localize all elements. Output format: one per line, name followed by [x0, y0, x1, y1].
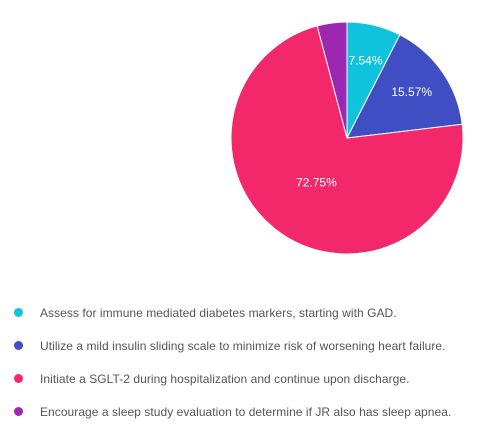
- legend-item-3[interactable]: Initiate a SGLT-2 during hospitalization…: [14, 362, 494, 395]
- slice-value-label-1: 7.54%: [348, 53, 382, 67]
- chart-legend: Assess for immune mediated diabetes mark…: [14, 296, 494, 428]
- legend-marker: [14, 407, 23, 416]
- legend-item-1[interactable]: Assess for immune mediated diabetes mark…: [14, 296, 494, 329]
- legend-label: Assess for immune mediated diabetes mark…: [40, 305, 397, 320]
- pie-slice-3[interactable]: [230, 25, 464, 255]
- pie-slice-4[interactable]: [316, 21, 348, 139]
- legend-label: Encourage a sleep study evaluation to de…: [40, 404, 452, 419]
- slice-value-label-2: 15.57%: [391, 85, 432, 99]
- legend-marker: [14, 308, 23, 317]
- legend-item-2[interactable]: Utilize a mild insulin sliding scale to …: [14, 329, 494, 362]
- legend-marker: [14, 374, 23, 383]
- slice-value-label-3: 72.75%: [296, 175, 337, 189]
- pie-slices: [230, 21, 464, 255]
- legend-label: Utilize a mild insulin sliding scale to …: [40, 338, 446, 353]
- pie-slice-2[interactable]: [346, 34, 463, 139]
- legend-item-4[interactable]: Encourage a sleep study evaluation to de…: [14, 395, 494, 428]
- pie-slice-labels: 7.54% 15.57% 72.75%: [296, 53, 432, 189]
- legend-label: Initiate a SGLT-2 during hospitalization…: [40, 371, 410, 386]
- legend-marker: [14, 341, 23, 350]
